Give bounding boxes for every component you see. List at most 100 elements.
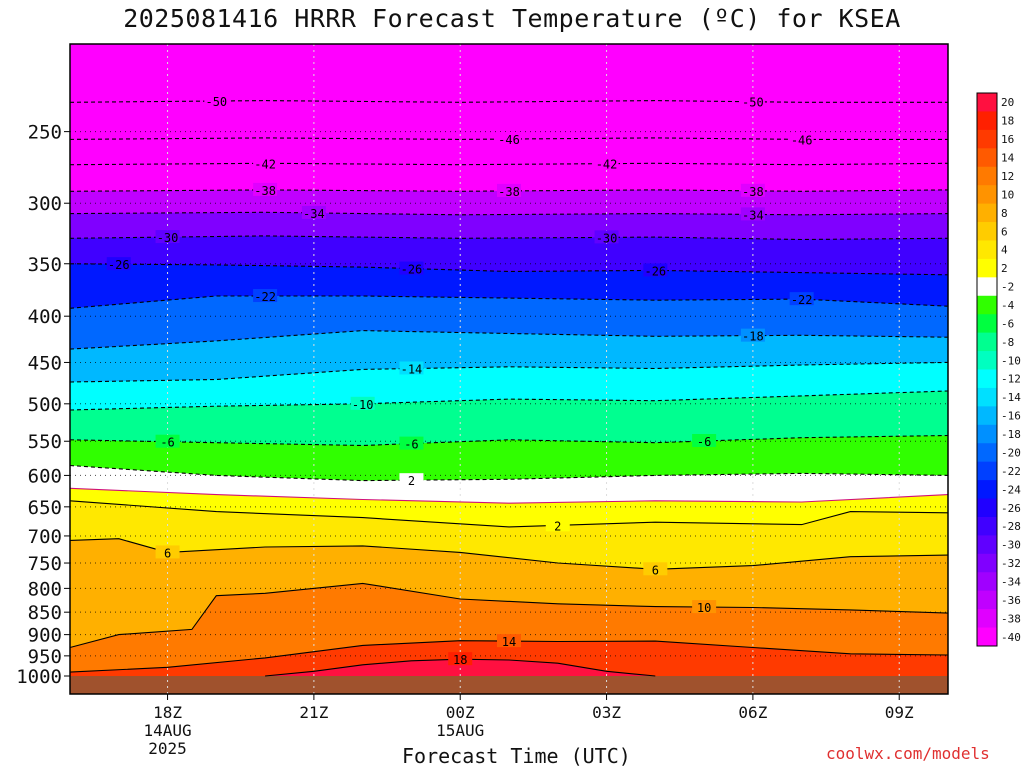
plot-frame (69, 43, 949, 695)
contour-label: -42 (254, 157, 276, 171)
contour-label-bg (789, 292, 814, 306)
contour-label-bg (497, 634, 521, 648)
contour-label: -30 (157, 231, 179, 245)
colorbar-label: -40 (1001, 631, 1021, 644)
contour-label: -42 (596, 158, 618, 172)
x-axis-tick-label: 21Z (299, 703, 328, 722)
ground-below-surface (70, 676, 948, 694)
contour-label: -38 (742, 185, 764, 199)
contour-label: -6 (160, 436, 174, 450)
contour-label-bg (106, 257, 131, 271)
contour-label-bg (155, 434, 180, 448)
contour-label-bg (155, 545, 180, 559)
colorbar-swatch (977, 240, 997, 260)
colorbar-label: -10 (1001, 354, 1021, 367)
contour-line (69, 390, 949, 411)
colorbar-swatch (977, 148, 997, 168)
contour-label: 10 (697, 601, 711, 615)
contour-label: -26 (644, 264, 666, 278)
contour-label-bg (497, 132, 521, 146)
contour-label-bg (545, 518, 570, 532)
y-axis-tick-label: 850 (28, 602, 62, 624)
colorbar-swatch (977, 480, 997, 500)
contour-label: -22 (791, 293, 813, 307)
colorbar-label: -28 (1001, 520, 1021, 533)
contour-label-bg (253, 156, 278, 170)
x-axis-tick-label: 06Z (738, 703, 767, 722)
colorbar-label: 16 (1001, 133, 1014, 146)
colorbar-swatch (977, 516, 997, 536)
contour-label: -10 (352, 398, 374, 412)
contour-label: -38 (498, 185, 520, 199)
contour-label-bg (399, 261, 424, 275)
contour-label: -30 (596, 231, 618, 245)
y-axis-tick-label: 800 (28, 578, 62, 600)
contour-label: -14 (401, 363, 423, 377)
y-axis-tick-label: 950 (28, 646, 62, 668)
colorbar-swatch (977, 332, 997, 352)
colorbar-label: -14 (1001, 391, 1021, 404)
site-credit: coolwx.com/models (826, 744, 990, 763)
y-axis-tick-label: 500 (28, 394, 62, 416)
contour-label: -6 (404, 438, 418, 452)
colorbar-swatch (977, 351, 997, 370)
contour-label-bg (594, 230, 619, 244)
contour-line (69, 487, 949, 504)
contour-line (69, 162, 949, 166)
colorbar-swatch (977, 222, 997, 241)
contour-label: -34 (303, 207, 325, 221)
contour-line (69, 538, 949, 570)
contour-label-bg (399, 473, 424, 487)
contour-line (69, 434, 949, 447)
y-axis-tick-label: 550 (28, 431, 62, 453)
contour-label: -46 (791, 133, 813, 147)
colorbar-label: 18 (1001, 115, 1014, 128)
colorbar-label: 20 (1001, 96, 1014, 109)
colorbar-swatch (977, 461, 997, 481)
contour-label: -22 (254, 290, 276, 304)
contour-label: 6 (652, 563, 659, 577)
colorbar-label: -24 (1001, 483, 1021, 496)
x-axis-tick-label: 18Z (153, 703, 182, 722)
contour-label-bg (692, 434, 717, 448)
contour-label: 14 (502, 635, 516, 649)
contour-label-bg (740, 183, 765, 197)
contour-line (69, 100, 948, 103)
contour-line (69, 137, 948, 140)
contour-label-bg (692, 600, 717, 614)
x-axis-tick-label: 14AUG (143, 721, 191, 740)
colorbar-swatch (977, 406, 997, 426)
contour-line (69, 263, 949, 276)
colorbar-label: 10 (1001, 188, 1014, 201)
colorbar-label: -36 (1001, 594, 1021, 607)
y-axis-tick-label: 400 (28, 306, 62, 328)
y-axis-tick-label: 300 (28, 193, 62, 215)
colorbar-label: -2 (1001, 281, 1014, 294)
contour-label-bg (740, 328, 765, 342)
colorbar-label: -6 (1001, 317, 1014, 330)
y-axis-tick-label: 750 (28, 553, 62, 575)
contour-line (69, 500, 949, 528)
colorbar-label: -16 (1001, 410, 1021, 423)
contour-label: -34 (742, 208, 764, 222)
colorbar-frame (976, 92, 998, 647)
colorbar-label: -12 (1001, 373, 1021, 386)
x-axis-tick-label: 00Z (446, 703, 475, 722)
y-axis-tick-label: 250 (28, 122, 62, 144)
contour-label-bg (155, 230, 180, 244)
contour-label-bg (789, 132, 814, 146)
contour-label-bg (594, 156, 619, 170)
contour-line (69, 582, 949, 649)
colorbar-label: -32 (1001, 557, 1021, 570)
y-axis-tick-label: 1000 (16, 666, 62, 688)
contour-label-bg (448, 652, 473, 666)
contour-label-bg (497, 183, 521, 197)
colorbar-label: -20 (1001, 446, 1021, 459)
colorbar-swatch (977, 369, 997, 389)
colorbar-label: 12 (1001, 170, 1014, 183)
contour-label: 6 (164, 546, 171, 560)
colorbar-swatch (977, 553, 997, 573)
contour-label: -50 (742, 96, 764, 110)
x-axis-label: Forecast Time (UTC) (402, 744, 631, 768)
